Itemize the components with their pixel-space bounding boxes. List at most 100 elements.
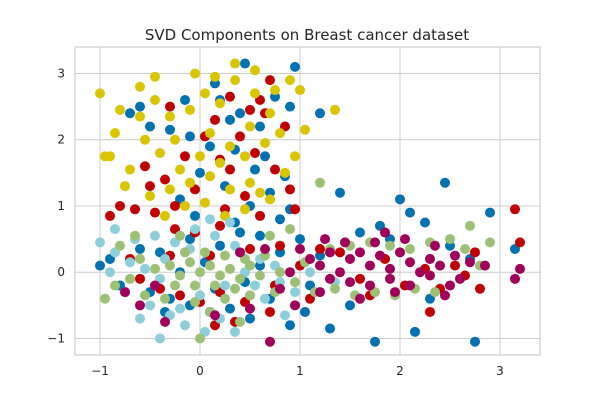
data-point: [265, 336, 275, 347]
data-point: [240, 191, 250, 202]
data-point: [450, 260, 460, 271]
data-point: [405, 244, 415, 255]
data-point: [215, 270, 225, 281]
data-point: [95, 88, 105, 99]
data-point: [285, 267, 295, 278]
data-point: [260, 151, 270, 162]
data-point: [510, 204, 520, 215]
data-point: [210, 114, 220, 125]
data-point: [280, 310, 290, 321]
data-point: [185, 177, 195, 188]
data-point: [335, 187, 345, 198]
data-point: [245, 244, 255, 255]
data-point: [385, 240, 395, 251]
data-point: [330, 104, 340, 115]
data-point: [265, 108, 275, 119]
data-point: [355, 273, 365, 284]
data-point: [375, 250, 385, 261]
data-point: [170, 134, 180, 145]
data-point: [150, 263, 160, 274]
data-point: [295, 85, 305, 96]
y-tick-label: 0: [57, 265, 65, 279]
data-point: [345, 300, 355, 311]
data-point: [405, 280, 415, 291]
data-point: [135, 253, 145, 264]
data-point: [235, 108, 245, 119]
data-point: [145, 300, 155, 311]
data-point: [150, 230, 160, 241]
data-point: [115, 200, 125, 211]
data-point: [160, 210, 170, 221]
data-point: [120, 181, 130, 192]
data-point: [245, 177, 255, 188]
data-point: [365, 260, 375, 271]
data-point: [215, 220, 225, 231]
data-point: [145, 191, 155, 202]
data-point: [325, 247, 335, 258]
data-point: [195, 333, 205, 344]
data-point: [285, 184, 295, 195]
data-point: [225, 303, 235, 314]
data-point: [230, 75, 240, 86]
data-point: [385, 263, 395, 274]
data-point: [160, 293, 170, 304]
data-point: [210, 230, 220, 241]
data-point: [460, 244, 470, 255]
data-point: [165, 184, 175, 195]
data-point: [190, 224, 200, 235]
data-point: [255, 121, 265, 132]
data-point: [230, 326, 240, 337]
data-point: [240, 58, 250, 69]
data-point: [440, 177, 450, 188]
data-point: [250, 280, 260, 291]
data-point: [445, 280, 455, 291]
data-point: [315, 108, 325, 119]
data-point: [215, 98, 225, 109]
data-point: [425, 253, 435, 264]
data-point: [255, 187, 265, 198]
x-tick-label: 0: [196, 364, 204, 378]
data-point: [475, 283, 485, 294]
data-point: [340, 237, 350, 248]
data-point: [325, 273, 335, 284]
data-point: [205, 260, 215, 271]
data-point: [285, 320, 295, 331]
data-point: [295, 234, 305, 245]
data-point: [160, 316, 170, 327]
data-point: [285, 101, 295, 112]
data-point: [255, 210, 265, 221]
data-point: [235, 227, 245, 238]
data-point: [300, 306, 310, 317]
data-point: [135, 313, 145, 324]
data-point: [300, 124, 310, 135]
data-point: [225, 91, 235, 102]
data-point: [215, 240, 225, 251]
x-tick-label: 3: [496, 364, 504, 378]
data-point: [140, 134, 150, 145]
data-point: [275, 214, 285, 225]
x-tick-label: −1: [91, 364, 109, 378]
data-point: [210, 280, 220, 291]
data-point: [210, 71, 220, 82]
y-tick-label: −1: [47, 331, 65, 345]
data-point: [225, 263, 235, 274]
data-point: [200, 197, 210, 208]
data-point: [245, 104, 255, 115]
data-point: [390, 287, 400, 298]
data-point: [145, 181, 155, 192]
data-point: [315, 244, 325, 255]
data-point: [250, 147, 260, 158]
data-point: [345, 253, 355, 264]
x-tick-label: 1: [296, 364, 304, 378]
data-point: [180, 151, 190, 162]
data-point: [180, 320, 190, 331]
data-point: [190, 280, 200, 291]
data-point: [510, 273, 520, 284]
data-point: [290, 61, 300, 72]
data-point: [140, 290, 150, 301]
data-point: [235, 131, 245, 142]
data-point: [185, 131, 195, 142]
data-point: [165, 124, 175, 135]
data-point: [165, 101, 175, 112]
data-point: [480, 260, 490, 271]
